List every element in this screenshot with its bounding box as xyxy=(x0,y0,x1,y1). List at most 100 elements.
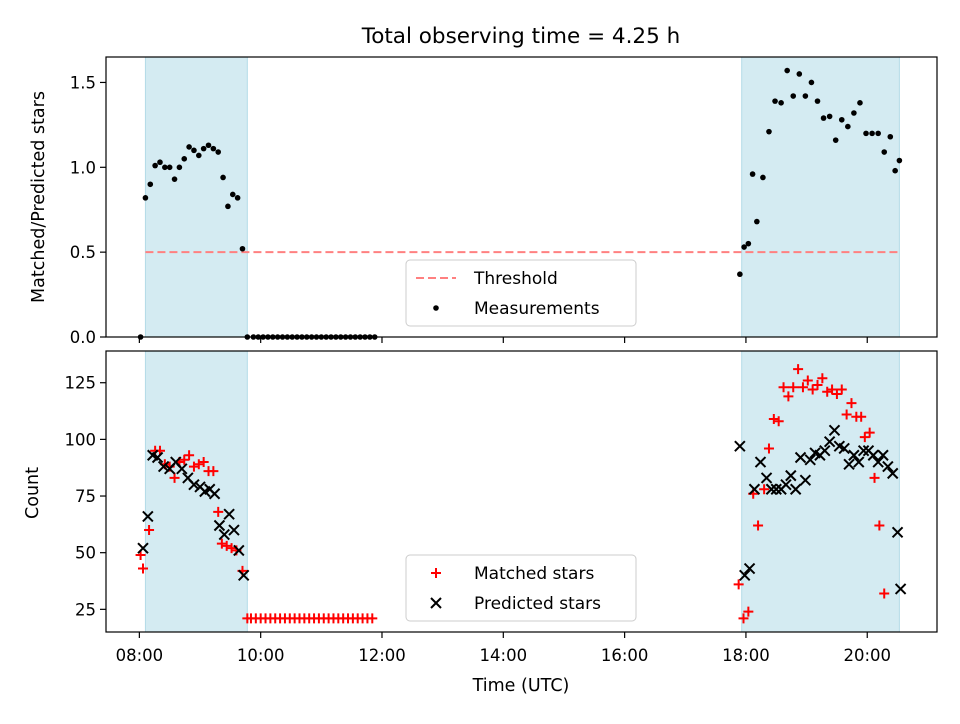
predicted-star-point xyxy=(882,460,894,473)
matched-star-point xyxy=(179,454,190,465)
predicted-star-point xyxy=(137,542,149,554)
predicted-star-point xyxy=(804,454,816,466)
y-tick-label: 0.0 xyxy=(70,328,96,347)
predicted-star-point xyxy=(894,583,907,595)
predicted-star-point xyxy=(770,483,782,495)
measurement-point xyxy=(205,142,212,149)
legend-label: Predicted stars xyxy=(474,594,601,614)
predicted-star-point xyxy=(237,569,250,582)
predicted-star-point xyxy=(872,456,884,468)
figure-title: Total observing time = 4.25 h xyxy=(361,24,681,49)
predicted-star-point xyxy=(857,445,870,457)
measurement-point xyxy=(892,167,898,174)
measurement-point xyxy=(838,116,845,123)
measurement-point xyxy=(808,79,815,86)
measurement-point xyxy=(845,123,851,130)
predicted-star-point xyxy=(823,435,836,448)
legend-box xyxy=(405,259,637,327)
matched-star-point xyxy=(738,613,749,624)
matched-star-point xyxy=(778,382,789,393)
measurement-point xyxy=(741,244,747,250)
x-tick-label: 14:00 xyxy=(480,646,528,665)
measurement-point xyxy=(881,149,888,155)
measurement-point xyxy=(826,113,833,120)
measurement-point xyxy=(814,98,821,104)
predicted-star-point xyxy=(734,440,746,452)
measurement-point xyxy=(210,145,217,152)
predicted-star-point xyxy=(739,569,751,582)
matched-star-point xyxy=(188,461,199,472)
matched-star-point xyxy=(822,386,833,397)
legend-label: Matched stars xyxy=(474,564,594,584)
matched-star-point xyxy=(864,427,875,438)
matched-star-point xyxy=(859,432,870,443)
predicted-star-point xyxy=(142,510,154,523)
x-tick-label: 10:00 xyxy=(237,646,285,665)
measurement-point xyxy=(896,157,903,164)
predicted-star-point xyxy=(799,474,812,486)
measurement-point xyxy=(863,130,869,137)
predicted-star-point xyxy=(891,526,904,538)
matched-star-point xyxy=(817,373,828,384)
measurement-point xyxy=(157,159,163,166)
ratio-panel: 0.0 0.5 1.0 1.5 Threshold Measurements xyxy=(70,56,938,347)
predicted-star-point xyxy=(754,456,767,468)
y-tick-label: 1.0 xyxy=(70,158,96,177)
matched-star-point xyxy=(226,543,237,554)
predicted-star-point xyxy=(743,562,756,575)
matched-star-point xyxy=(759,484,770,495)
measurement-point xyxy=(869,130,875,137)
predicted-star-point xyxy=(843,458,855,471)
y-tick-label: 50 xyxy=(75,544,96,563)
legend-predicted-swatch xyxy=(430,597,442,609)
predicted-star-point xyxy=(853,456,865,468)
measurement-point xyxy=(200,145,207,152)
matched-star-point xyxy=(367,613,378,624)
predicted-star-point xyxy=(188,478,200,491)
measurement-point xyxy=(875,130,881,137)
matched-star-point xyxy=(753,520,764,531)
measurement-point xyxy=(142,195,149,201)
predicted-star-point xyxy=(218,528,230,541)
x-tick-label: 20:00 xyxy=(843,646,891,665)
predicted-star-point xyxy=(151,451,164,464)
predicted-star-point xyxy=(233,544,245,557)
predicted-star-point xyxy=(789,483,802,495)
measurement-point xyxy=(802,93,809,99)
matched-star-point xyxy=(184,450,195,461)
legend-matched-swatch xyxy=(431,568,441,578)
matched-star-point xyxy=(138,563,149,574)
measurement-point xyxy=(857,100,863,106)
predicted-star-point xyxy=(760,472,773,484)
matched-star-point xyxy=(783,391,794,402)
matched-star-point xyxy=(169,472,180,483)
predicted-star-point xyxy=(794,451,807,464)
observing-window-shade-1 xyxy=(741,350,900,633)
measurement-point xyxy=(220,174,226,181)
matched-star-point xyxy=(763,443,774,454)
measurement-point xyxy=(766,128,772,135)
measurement-point xyxy=(784,67,790,74)
y-tick-label: 1.5 xyxy=(70,73,96,92)
predicted-star-point xyxy=(848,449,860,461)
measurement-point xyxy=(887,133,894,140)
matched-star-point xyxy=(812,379,823,390)
measurement-point xyxy=(186,144,192,150)
matched-star-point xyxy=(788,382,799,393)
x-tick-label: 16:00 xyxy=(601,646,649,665)
matched-star-point xyxy=(846,398,857,409)
predicted-star-point xyxy=(838,442,850,455)
matched-star-point xyxy=(216,538,227,549)
measurement-point xyxy=(737,271,743,278)
bottom-y-axis-label: Count xyxy=(23,467,43,519)
predicted-star-point xyxy=(877,449,889,461)
measurement-point xyxy=(171,176,178,182)
measurement-point xyxy=(181,156,188,162)
matched-star-point xyxy=(198,457,209,468)
matched-star-point xyxy=(208,466,219,477)
predicted-star-point xyxy=(176,463,188,475)
x-tick-label: 12:00 xyxy=(358,646,406,665)
x-tick-label: 18:00 xyxy=(722,646,770,665)
x-axis-label: Time (UTC) xyxy=(472,676,570,696)
measurement-point xyxy=(832,137,839,143)
